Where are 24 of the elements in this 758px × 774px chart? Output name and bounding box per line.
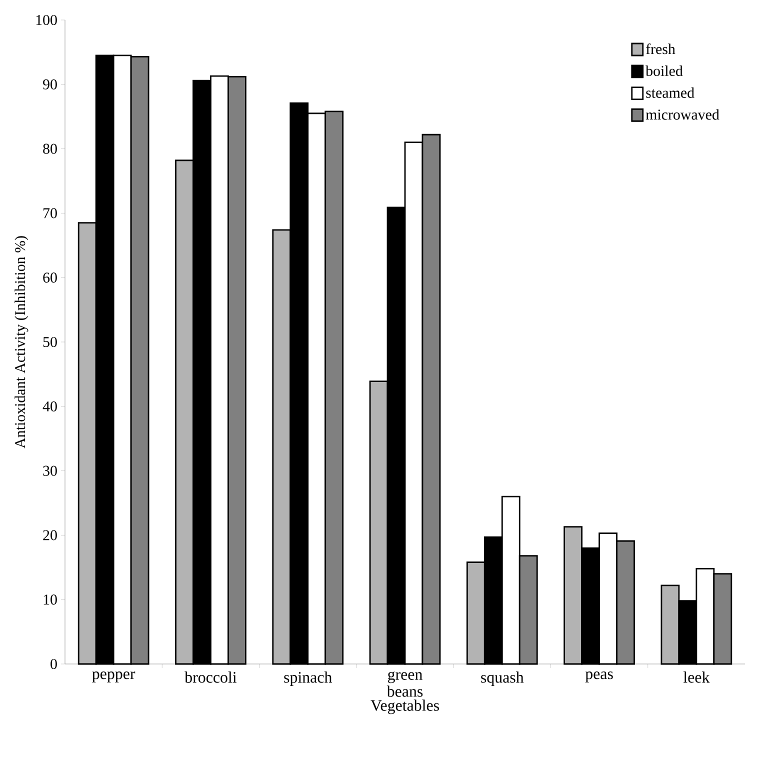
x-tick-label: green beans (386, 672, 423, 697)
y-axis-title: Antioxidant Activity (Inhibition %) (14, 236, 28, 448)
legend-label: fresh (646, 44, 676, 54)
y-tick-label: 10 (44, 594, 57, 605)
y-tick-label: 20 (43, 530, 57, 540)
x-tick-label: leek (683, 672, 710, 683)
x-tick-label: broccoli (184, 672, 237, 683)
y-tick-label: 80 (43, 144, 57, 154)
y-tick-label: 50 (43, 336, 57, 348)
y-tick-label: 30 (43, 466, 57, 476)
y-tick-label: 90 (43, 79, 57, 90)
y-tick-label: 40 (42, 401, 57, 412)
y-tick-label: 60 (43, 272, 57, 283)
y-tick-label: 0 (50, 658, 57, 670)
x-tick-label: spinach (284, 672, 332, 686)
y-tick-label: 100 (36, 14, 57, 26)
legend-label: microwaved (646, 109, 720, 120)
x-tick-label: pepper (92, 672, 136, 682)
legend-label: steamed (646, 87, 694, 98)
x-tick-label: peas (585, 672, 613, 682)
legend-label: boiled (646, 66, 683, 76)
x-tick-label: squash (481, 672, 524, 686)
x-axis-title: Vegetables (370, 700, 439, 714)
y-tick-label: 70 (44, 208, 57, 218)
